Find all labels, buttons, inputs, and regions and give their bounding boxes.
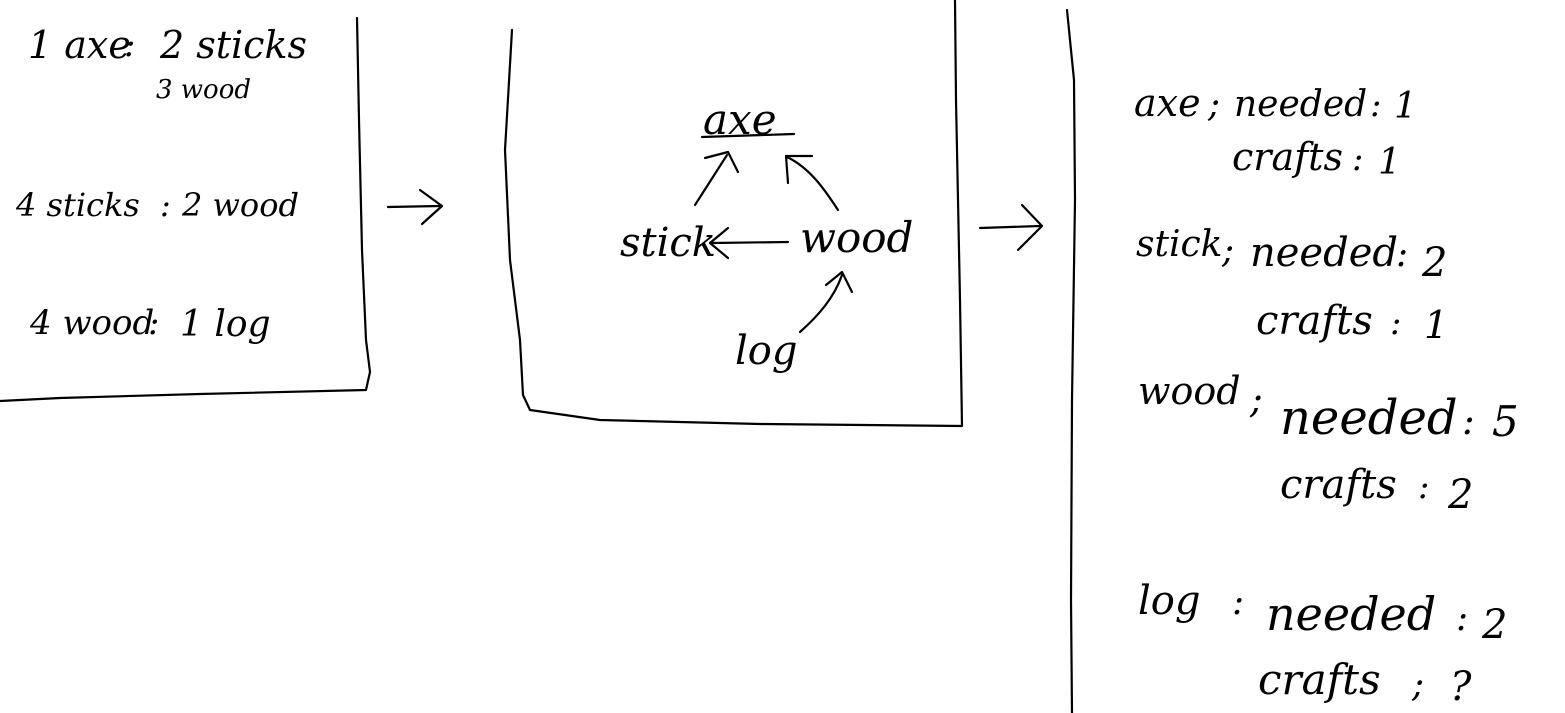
result-wood-needed-separator: : bbox=[1462, 399, 1475, 443]
result-axe-separator: ; bbox=[1207, 84, 1220, 125]
result-axe-crafts-separator: : bbox=[1352, 139, 1363, 179]
result-axe-name: axe bbox=[1134, 81, 1201, 125]
graph-node-stick: stick bbox=[620, 220, 716, 266]
results-panel-divider bbox=[1065, 8, 1077, 713]
recipe-2-rhs: 2 wood bbox=[181, 186, 299, 224]
result-stick-separator: ; bbox=[1221, 230, 1234, 271]
result-wood-crafts-label: crafts bbox=[1280, 462, 1397, 508]
graph-panel-border bbox=[503, 0, 964, 428]
result-wood: wood ; needed : 5 crafts : 2 bbox=[1138, 369, 1519, 518]
result-wood-needed-label: needed bbox=[1280, 390, 1458, 446]
graph-node-wood: wood bbox=[800, 213, 913, 262]
recipes-panel-border bbox=[0, 16, 372, 403]
flow-arrow-1 bbox=[386, 188, 444, 226]
result-axe-needed-value: 1 bbox=[1394, 86, 1417, 127]
recipe-1-lhs: 1 axe bbox=[28, 23, 131, 67]
result-log-needed-label: needed bbox=[1266, 587, 1436, 641]
result-axe-needed-label: needed bbox=[1234, 84, 1367, 125]
graph-node-axe-underline bbox=[700, 132, 796, 139]
recipe-2-lhs: 4 sticks bbox=[15, 186, 140, 224]
recipes-panel: 1 axe : 2 sticks 3 wood 4 sticks : 2 woo… bbox=[0, 16, 372, 403]
result-log-name: log bbox=[1138, 578, 1200, 624]
edge-wood-to-axe bbox=[784, 154, 840, 212]
recipe-3-lhs: 4 wood bbox=[29, 303, 154, 343]
result-stick-crafts-label: crafts bbox=[1256, 298, 1373, 344]
result-wood-crafts-separator: : bbox=[1418, 467, 1429, 507]
graph-panel: axe stick wood log bbox=[503, 0, 964, 428]
recipe-3-separator: : bbox=[148, 303, 159, 343]
result-wood-name: wood bbox=[1138, 369, 1241, 413]
result-wood-separator: ; bbox=[1249, 377, 1263, 421]
edge-stick-to-axe bbox=[693, 150, 740, 207]
result-stick-needed-value: 2 bbox=[1421, 240, 1447, 286]
recipe-1-separator: : bbox=[124, 25, 135, 65]
result-log-crafts-value: ? bbox=[1450, 664, 1472, 710]
recipe-2-separator: : bbox=[160, 186, 171, 224]
recipe-1-rhs-wood: 3 wood bbox=[156, 75, 251, 105]
result-wood-crafts-value: 2 bbox=[1447, 472, 1473, 518]
result-log-crafts-separator: ; bbox=[1411, 664, 1424, 705]
result-axe-crafts-value: 1 bbox=[1378, 142, 1401, 183]
result-stick-crafts-value: 1 bbox=[1424, 303, 1448, 347]
edge-log-to-wood bbox=[798, 270, 854, 334]
results-panel: axe ; needed : 1 crafts : 1 stick ; need… bbox=[1065, 8, 1519, 713]
result-stick: stick ; needed : 2 crafts : 1 bbox=[1136, 224, 1448, 347]
result-stick-crafts-separator: : bbox=[1390, 303, 1401, 343]
result-stick-name: stick bbox=[1136, 224, 1222, 265]
result-axe-needed-separator: : bbox=[1370, 85, 1381, 125]
edge-wood-to-stick bbox=[708, 226, 790, 260]
result-log-separator: : bbox=[1232, 582, 1244, 623]
result-axe-crafts-label: crafts bbox=[1232, 135, 1343, 179]
result-axe: axe ; needed : 1 crafts : 1 bbox=[1134, 81, 1417, 183]
result-stick-needed-label: needed bbox=[1250, 230, 1398, 276]
result-stick-needed-separator: : bbox=[1396, 234, 1408, 275]
result-log-crafts-label: crafts bbox=[1258, 655, 1381, 704]
recipe-3-rhs: 1 log bbox=[180, 304, 271, 345]
result-log-needed-separator: : bbox=[1456, 598, 1468, 639]
recipe-1-rhs-sticks: 2 sticks bbox=[159, 23, 307, 67]
result-wood-needed-value: 5 bbox=[1492, 397, 1519, 446]
result-log-needed-value: 2 bbox=[1481, 602, 1507, 648]
result-log: log : needed : 2 crafts ; ? bbox=[1138, 578, 1507, 710]
graph-node-log: log bbox=[735, 328, 797, 374]
flow-arrow-2 bbox=[978, 203, 1044, 252]
